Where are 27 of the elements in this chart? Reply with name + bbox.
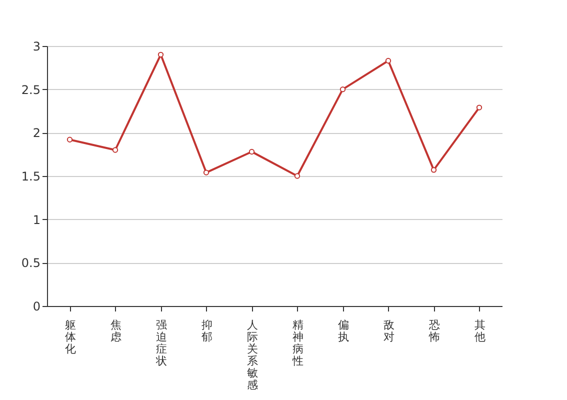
point — [112, 147, 118, 153]
x-tick-label: 躯体化 — [64, 318, 76, 356]
x-tick-label: 抑郁 — [201, 318, 212, 344]
point — [340, 86, 346, 92]
y-tick-label: 0 — [32, 300, 40, 314]
x-tick-label: 强迫症状 — [154, 318, 167, 368]
point — [476, 104, 482, 110]
point — [66, 136, 73, 142]
x-tick-label: 人际关系敏感 — [246, 318, 258, 392]
x-tick-label: 偏执 — [338, 318, 349, 344]
point — [158, 52, 164, 58]
point — [248, 148, 255, 155]
y-tick-label: 2.5 — [21, 82, 40, 97]
y-tick-label: 2 — [32, 126, 40, 140]
y-tick-label: 3 — [32, 40, 40, 54]
x-tick-label: 焦虑 — [110, 318, 122, 344]
y-tick-label: 1.5 — [21, 170, 40, 184]
point — [203, 170, 210, 176]
y-tick-label: 0.5 — [21, 256, 40, 270]
x-tick-label: 恐怖 — [428, 318, 440, 344]
point — [430, 167, 437, 173]
point — [294, 173, 300, 179]
point — [385, 58, 392, 64]
x-tick-label: 精神病性 — [291, 318, 304, 368]
x-tick-label: 敌对 — [383, 318, 394, 344]
y-tick-label: 1 — [32, 212, 40, 227]
x-tick-label: 其他 — [474, 318, 486, 344]
